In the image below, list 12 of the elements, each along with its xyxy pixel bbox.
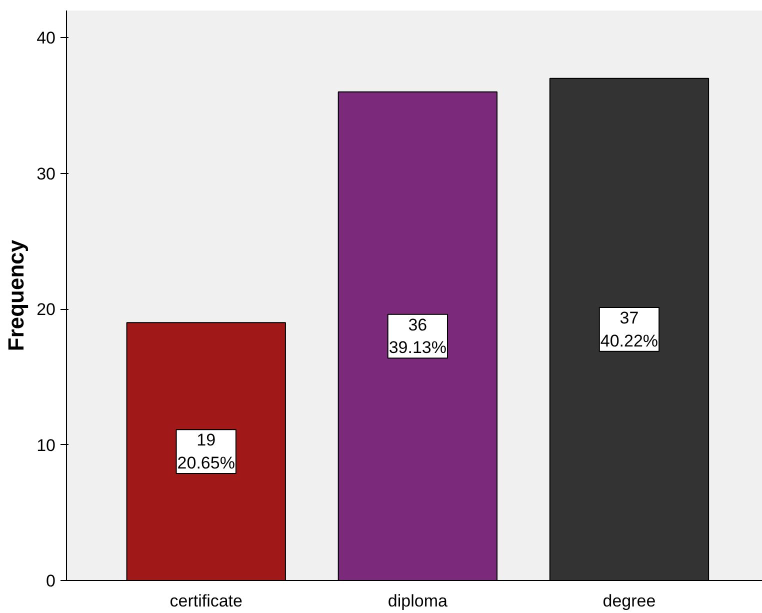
y-tick-label: 20 — [36, 300, 56, 320]
y-tick-label: 30 — [36, 164, 56, 184]
data-label: 36 39.13% — [388, 315, 447, 358]
x-tick-label: degree — [602, 592, 656, 610]
y-tick-label: 10 — [36, 436, 56, 455]
y-tick-label: 0 — [46, 572, 56, 590]
x-tick-label: certificate — [170, 592, 242, 610]
y-axis-title: Frequency — [4, 239, 29, 352]
y-tick-label: 40 — [36, 28, 56, 48]
data-label: 19 20.65% — [177, 430, 235, 472]
x-tick-label: diploma — [388, 592, 448, 610]
data-label: 37 40.22% — [600, 308, 658, 350]
